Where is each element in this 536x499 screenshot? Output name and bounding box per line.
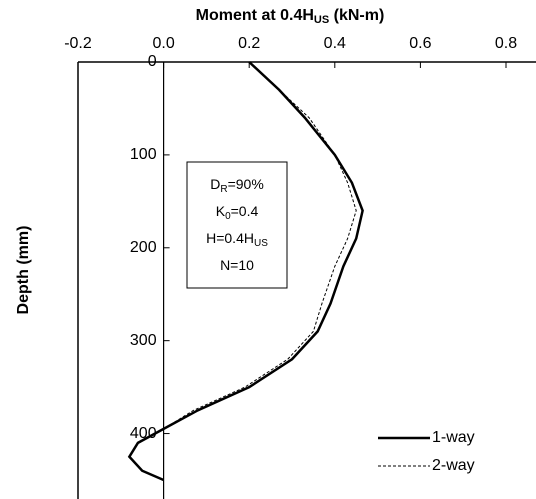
y-tick-label: 200 [130, 239, 157, 256]
y-tick-label: 300 [130, 332, 157, 349]
y-axis-label: Depth (mm) [15, 226, 32, 315]
legend-label: 2-way [432, 457, 475, 474]
y-tick-label: 0 [148, 53, 157, 70]
annotation-sub: US [254, 238, 268, 249]
annotation-main: N=10 [220, 257, 254, 273]
annotation-rest: =0.4 [231, 203, 259, 219]
x-tick-label: 0.6 [409, 35, 431, 52]
annotation: DR=90% [210, 176, 264, 195]
x-tick-label: 0.0 [152, 35, 174, 52]
annotation: K0=0.4 [216, 203, 259, 222]
x-tick-label: 0.4 [324, 35, 346, 52]
annotation-main: H=0.4H [206, 230, 254, 246]
chart-title: Moment at 0.4HUS (kN-m) [196, 7, 385, 26]
annotation: H=0.4HUS [206, 230, 268, 249]
series-line [128, 61, 357, 481]
annotation-main: D [210, 176, 220, 192]
annotation: N=10 [220, 257, 254, 273]
legend-label: 1-way [432, 429, 475, 446]
x-tick-label: -0.2 [64, 35, 92, 52]
annotation-sub: 0 [225, 211, 231, 222]
annotation-rest: =90% [228, 176, 264, 192]
x-tick-label: 0.2 [238, 35, 260, 52]
annotation-sub: R [220, 184, 227, 195]
annotation-main: K [216, 203, 226, 219]
annotation-box [186, 161, 288, 289]
x-tick-label: 0.8 [495, 35, 517, 52]
y-tick-label: 100 [130, 146, 157, 163]
